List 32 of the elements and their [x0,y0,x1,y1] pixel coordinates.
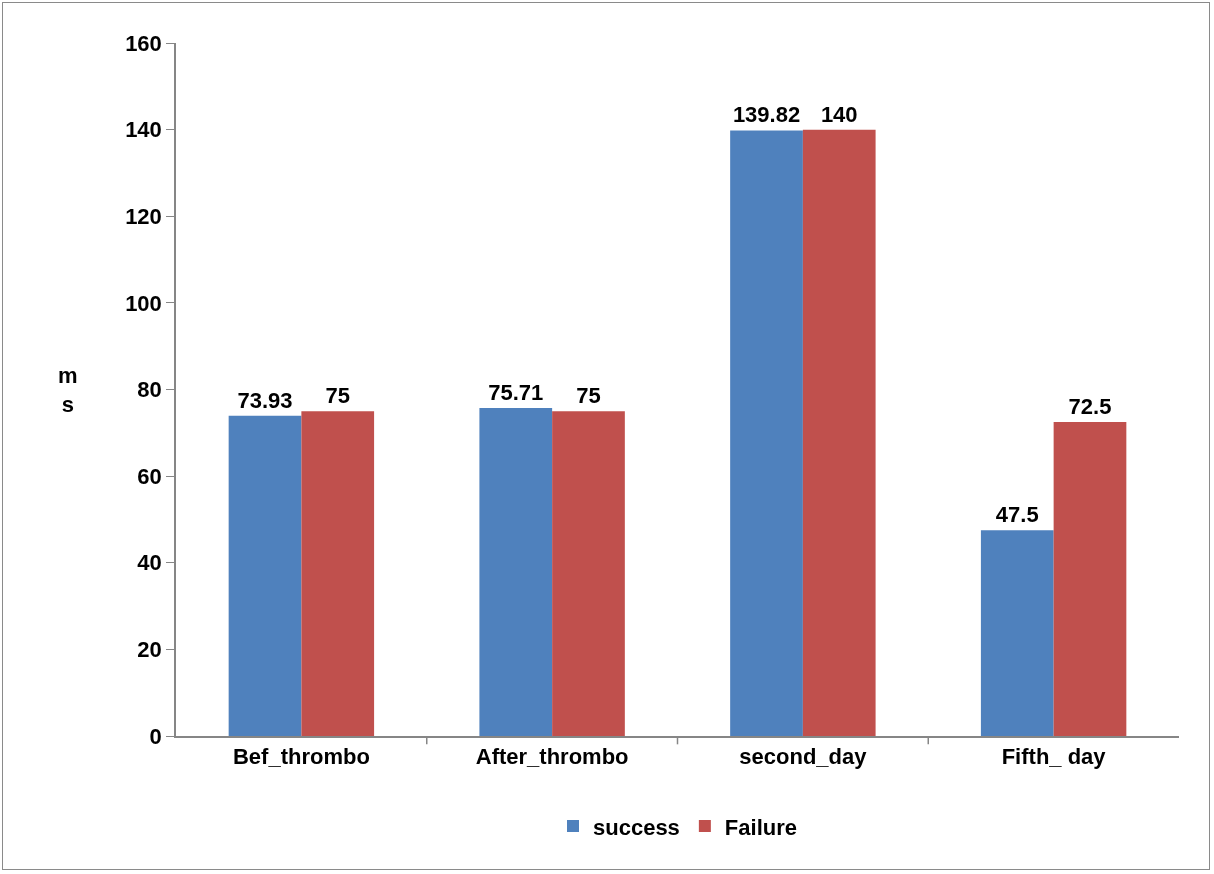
data-label: 72.5 [1068,393,1112,419]
legend-label: success [593,814,680,840]
y-axis-title: ms [58,363,78,417]
x-tick-label: Bef_thrombo [232,744,370,770]
data-label: 75.71 [488,380,544,406]
data-label: 75 [325,383,350,409]
data-label: 73.93 [237,387,293,413]
bar [301,411,375,736]
y-tick-label: 20 [137,637,162,663]
bar [479,408,553,736]
data-label: 75 [576,383,601,409]
x-tick-label: Fifth_ day [1001,744,1107,770]
y-tick-label: 60 [137,463,162,489]
bar [802,129,876,736]
data-label: 140 [820,101,858,127]
y-tick-label: 80 [137,377,162,403]
bar [552,411,625,736]
y-tick-label: 40 [137,550,162,576]
x-tick-label: second_day [739,744,868,770]
y-tick-label: 140 [125,117,162,143]
x-tick-label: After_thrombo [475,744,629,770]
data-label: 139.82 [732,102,801,128]
y-tick-label: 160 [125,30,162,56]
y-tick-label: 0 [149,723,162,749]
y-tick-label: 120 [125,203,162,229]
legend-label: Failure [724,814,797,840]
y-tick-label: 100 [125,290,162,316]
bar [980,530,1054,736]
bar [1053,421,1127,736]
bar [730,130,803,736]
bar [228,415,302,736]
data-label: 47.5 [995,502,1039,528]
